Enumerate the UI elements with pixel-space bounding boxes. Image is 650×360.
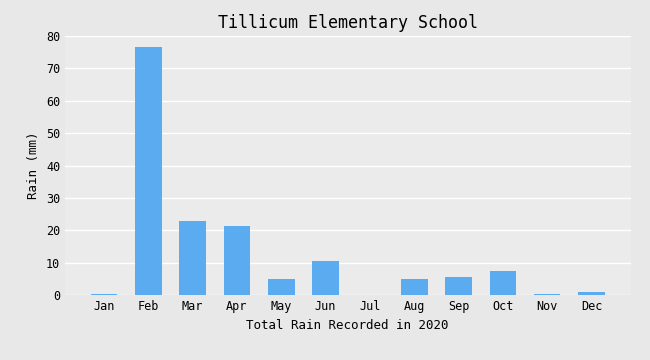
Bar [91,293,117,295]
Bar [224,225,250,295]
Title: Tillicum Elementary School: Tillicum Elementary School [218,14,478,32]
Y-axis label: Rain (mm): Rain (mm) [27,132,40,199]
Bar [268,279,294,295]
Bar [135,47,162,295]
Bar [534,294,560,295]
Bar [401,279,428,295]
Bar [445,277,472,295]
Bar [179,221,206,295]
Bar [312,261,339,295]
Bar [489,271,516,295]
X-axis label: Total Rain Recorded in 2020: Total Rain Recorded in 2020 [246,319,449,332]
Bar [578,292,604,295]
